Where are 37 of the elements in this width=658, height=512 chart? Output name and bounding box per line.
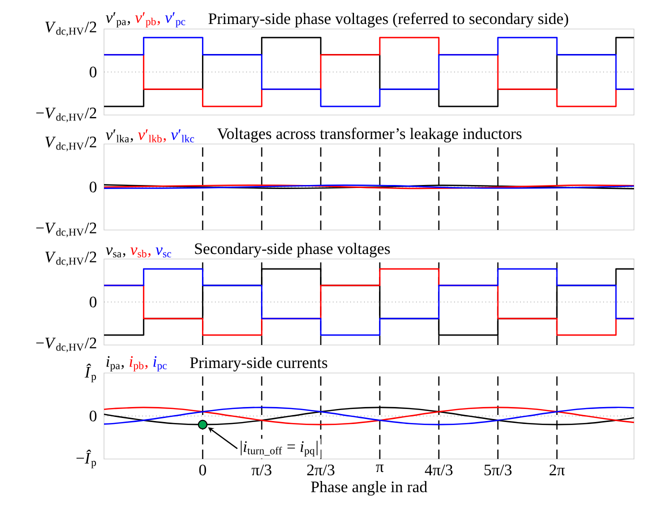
- x-tick-label: 4π/3: [424, 464, 452, 476]
- x-tick-label: π: [376, 464, 384, 472]
- text: i$_{pb}$,: [130, 356, 148, 372]
- series-label: v′$_{pc}$: [165, 12, 186, 28]
- text: 0: [90, 182, 96, 192]
- text: v′$_{lkc}$: [171, 129, 194, 142]
- text: i$_{pc}$: [153, 356, 167, 372]
- text: v′$_{lkb}$,: [138, 129, 166, 142]
- x-tick-label: 2π/3: [307, 464, 334, 476]
- chart-title: Secondary-side phase voltages: [195, 242, 390, 258]
- text: V$_{dc,HV}$/2: [45, 136, 96, 152]
- text: v′$_{lka}$,: [106, 129, 133, 142]
- text: 0: [90, 410, 96, 422]
- series-label: v$_{sb}$,: [130, 248, 150, 258]
- text: V$_{dc,HV}$/2: [45, 22, 96, 36]
- chart-title: Primary-side phase voltages (referred to secondary side): [208, 12, 568, 28]
- series-label: v′$_{pb}$,: [135, 12, 160, 28]
- text: i$_{pa}$,: [106, 356, 124, 372]
- x-tick-label: π/3: [252, 464, 272, 476]
- x-tick-label: 5π/3: [484, 464, 512, 476]
- text: −V$_{dc,HV}$/2: [36, 338, 96, 352]
- text: 0: [90, 66, 96, 78]
- text: −V$_{dc,HV}$/2: [36, 108, 96, 122]
- text: 0: [90, 296, 96, 308]
- text: −Î$_{p}$: [76, 450, 96, 468]
- x-tick-label: 2π: [550, 464, 565, 476]
- annotation: |i$_{turn_off}$ = i$_{pq}$|: [240, 440, 318, 456]
- series-label: v$_{sc}$: [156, 248, 172, 258]
- text: v$_{sa}$,: [106, 248, 126, 258]
- chart-title: Primary-side currents: [190, 356, 328, 372]
- x-tick-label: 0: [199, 464, 206, 476]
- chart-title: Voltages across transformer’s leakage inductors: [217, 128, 522, 142]
- text: −V$_{dc,HV}$/2: [36, 222, 96, 238]
- text: v′$_{pa}$,: [106, 12, 130, 28]
- text: V$_{dc,HV}$/2: [45, 252, 96, 266]
- text: Î$_{p}$: [84, 364, 96, 382]
- x-axis-title: Phase angle in rad: [311, 480, 428, 496]
